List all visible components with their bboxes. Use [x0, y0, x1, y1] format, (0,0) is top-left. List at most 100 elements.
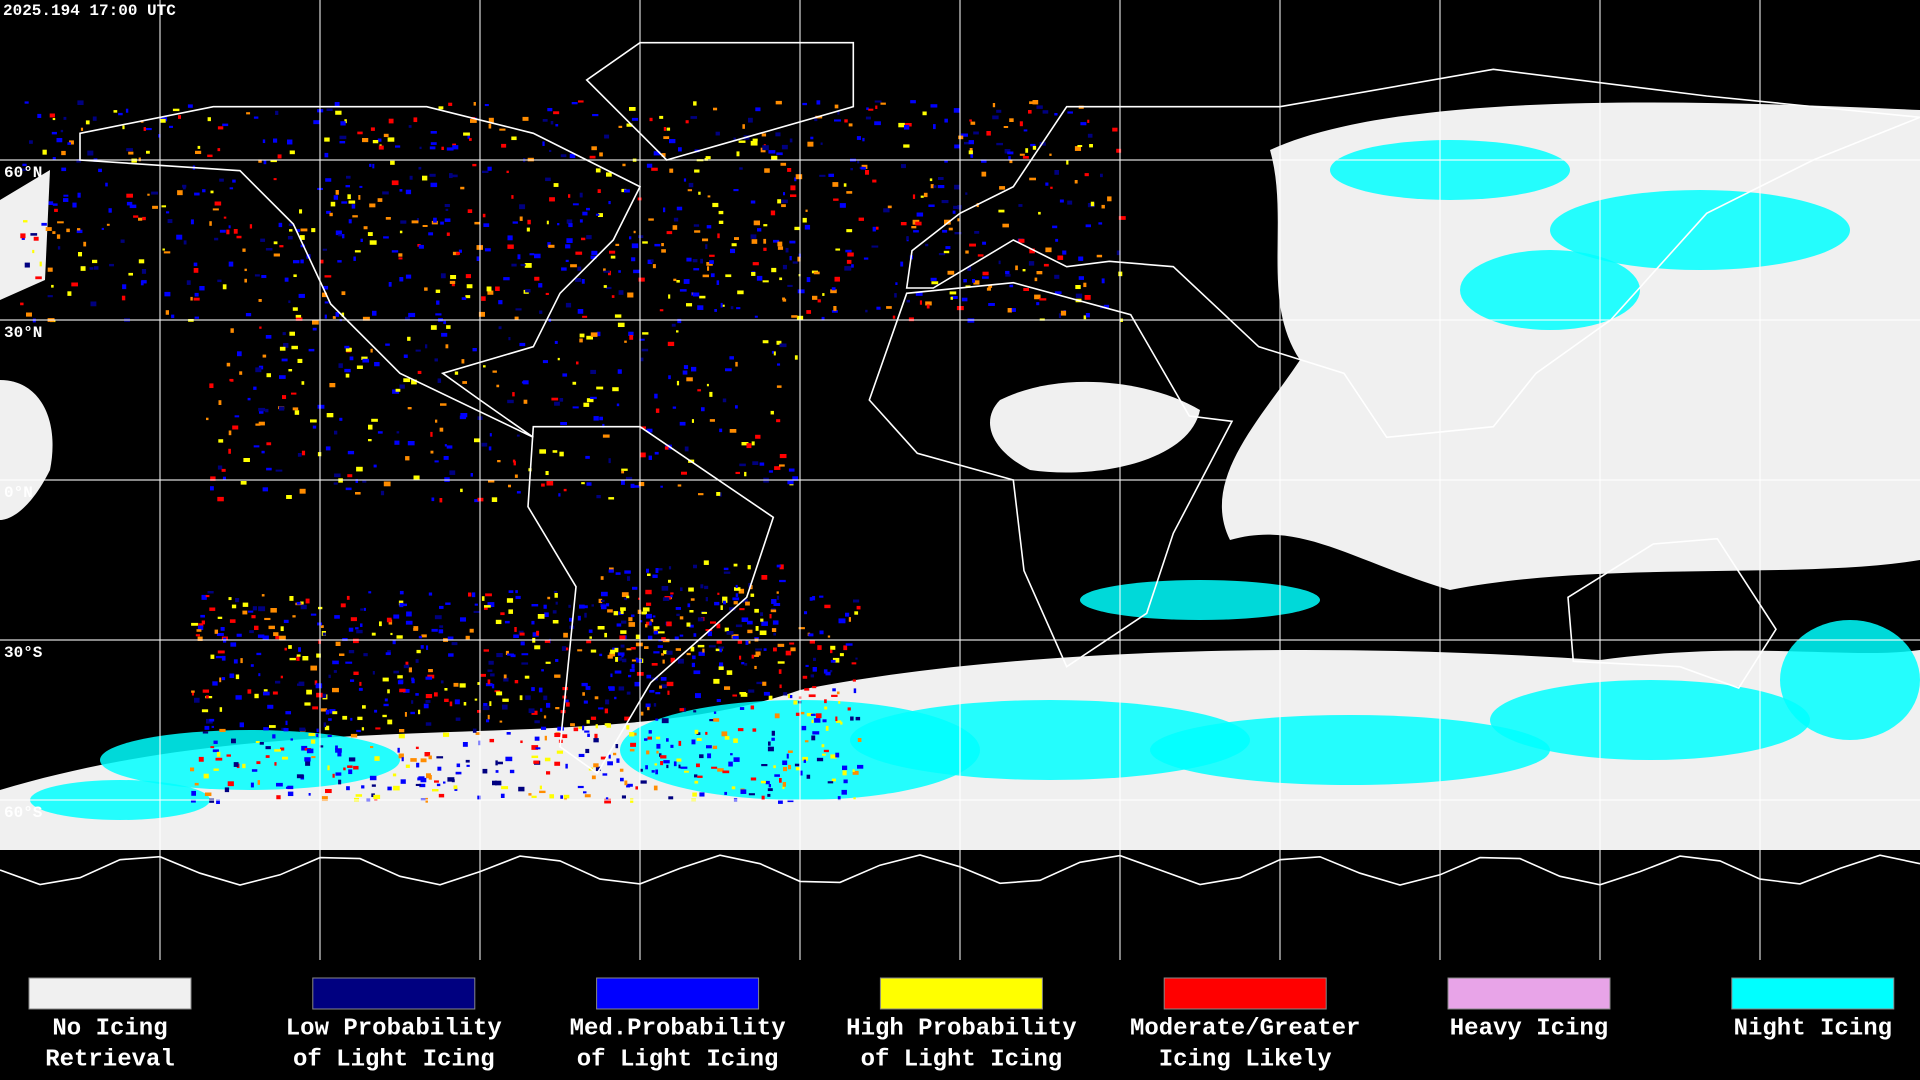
icing-speckle: [883, 208, 890, 213]
icing-speckle: [733, 601, 738, 605]
icing-speckle: [930, 277, 937, 281]
icing-speckle: [379, 621, 382, 627]
icing-speckle: [337, 752, 342, 757]
icing-speckle: [281, 358, 288, 362]
icing-speckle: [374, 709, 378, 713]
icing-speckle: [497, 761, 503, 765]
icing-speckle: [1023, 129, 1028, 132]
icing-speckle: [986, 287, 991, 291]
icing-speckle: [337, 260, 342, 263]
icing-speckle: [451, 283, 455, 287]
icing-speckle: [329, 383, 336, 388]
icing-speckle: [750, 140, 758, 146]
icing-speckle: [822, 293, 825, 296]
icing-speckle: [690, 598, 695, 601]
icing-speckle: [654, 763, 658, 766]
icing-speckle: [689, 624, 694, 628]
icing-speckle: [795, 712, 800, 716]
icing-speckle: [294, 410, 300, 415]
icing-speckle: [913, 230, 919, 233]
icing-speckle: [441, 146, 444, 151]
icing-speckle: [258, 159, 262, 163]
icing-speckle: [462, 742, 468, 747]
icing-speckle: [691, 662, 696, 668]
icing-speckle: [428, 755, 432, 760]
icing-speckle: [813, 271, 820, 275]
icing-speckle: [335, 312, 340, 317]
icing-speckle: [413, 475, 420, 480]
icing-speckle: [570, 264, 577, 268]
icing-speckle: [280, 675, 283, 679]
icing-speckle: [126, 201, 133, 206]
icing-speckle: [191, 790, 197, 796]
icing-speckle: [1007, 151, 1014, 155]
icing-speckle: [635, 657, 639, 660]
icing-speckle: [586, 398, 594, 403]
icing-speckle: [1075, 285, 1081, 290]
icing-speckle: [688, 182, 694, 188]
icing-speckle: [320, 259, 324, 264]
icing-speckle: [304, 757, 311, 762]
icing-speckle: [853, 599, 860, 603]
icing-speckle: [777, 246, 784, 250]
icing-speckle: [524, 263, 532, 268]
icing-speckle: [98, 168, 102, 173]
icing-speckle: [521, 662, 529, 665]
icing-speckle: [798, 627, 805, 630]
icing-speckle: [458, 249, 462, 253]
icing-speckle: [775, 100, 782, 105]
icing-speckle: [352, 215, 358, 218]
icing-speckle: [638, 597, 641, 600]
icing-speckle: [751, 272, 756, 276]
icing-speckle: [357, 131, 363, 135]
icing-speckle: [261, 450, 265, 454]
icing-speckle: [496, 691, 503, 696]
icing-speckle: [771, 737, 775, 741]
icing-speckle: [287, 791, 294, 797]
icing-speckle: [705, 244, 708, 250]
icing-speckle: [782, 782, 787, 787]
icing-speckle: [408, 125, 412, 128]
icing-speckle: [840, 721, 843, 725]
icing-speckle: [742, 124, 745, 129]
icing-speckle: [244, 278, 247, 283]
icing-speckle: [541, 483, 545, 487]
icing-speckle: [830, 659, 836, 663]
icing-speckle: [435, 313, 442, 316]
icing-speckle: [676, 380, 680, 386]
icing-speckle: [339, 653, 345, 656]
icing-speckle: [237, 351, 242, 357]
icing-speckle: [691, 419, 694, 423]
icing-speckle: [489, 738, 495, 743]
icing-speckle: [508, 609, 514, 614]
icing-speckle: [724, 736, 730, 740]
icing-speckle: [487, 679, 491, 685]
icing-speckle: [825, 671, 831, 676]
icing-speckle: [310, 665, 318, 671]
icing-speckle: [508, 484, 511, 488]
icing-speckle: [1084, 295, 1091, 300]
night-cloud: [1150, 715, 1550, 785]
icing-speckle: [434, 692, 438, 697]
icing-speckle: [387, 786, 392, 791]
icing-speckle: [63, 116, 67, 120]
icing-speckle: [782, 264, 787, 270]
icing-speckle: [362, 138, 369, 143]
icing-speckle: [434, 460, 439, 463]
icing-speckle: [603, 285, 607, 288]
icing-speckle: [805, 664, 809, 668]
icing-speckle: [733, 189, 739, 192]
icing-speckle: [755, 648, 762, 651]
icing-speckle: [292, 407, 299, 411]
icing-speckle: [836, 691, 840, 695]
icing-speckle: [362, 480, 367, 483]
icing-speckle: [374, 756, 380, 761]
icing-speckle: [254, 274, 260, 277]
icing-speckle: [202, 689, 210, 693]
icing-speckle: [783, 692, 788, 696]
icing-speckle: [439, 498, 443, 503]
icing-speckle: [474, 499, 479, 503]
icing-speckle: [334, 102, 340, 107]
icing-speckle: [411, 700, 414, 704]
icing-speckle: [460, 413, 468, 418]
